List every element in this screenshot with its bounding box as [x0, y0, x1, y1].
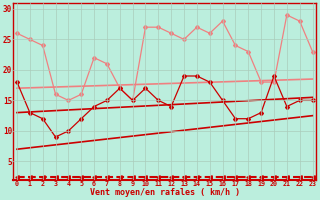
X-axis label: Vent moyen/en rafales ( km/h ): Vent moyen/en rafales ( km/h )	[90, 188, 240, 197]
